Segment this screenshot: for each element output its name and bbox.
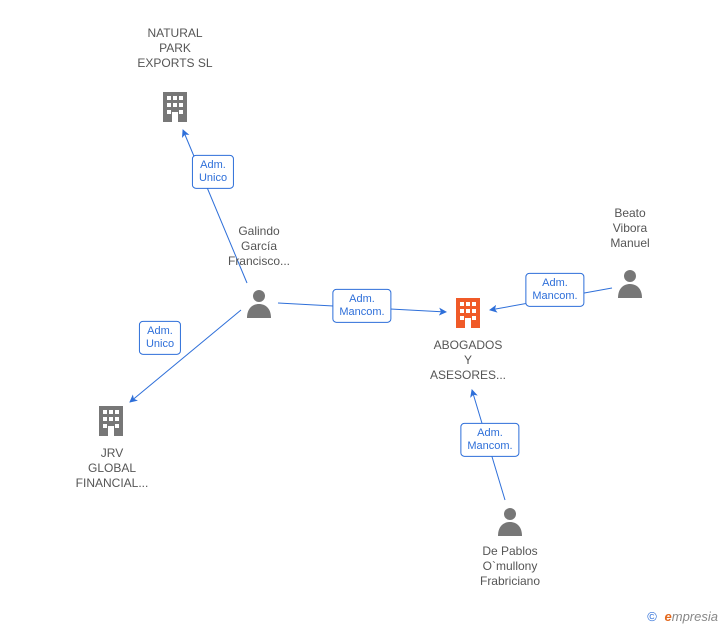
- copyright-symbol: ©: [647, 609, 657, 624]
- brand-e: e: [665, 609, 672, 624]
- edge-label: Adm. Unico: [192, 155, 234, 189]
- node-label: De Pablos O`mullony Frabriciano: [455, 544, 565, 589]
- building-icon: [453, 296, 483, 330]
- node-label: ABOGADOS Y ASESORES...: [413, 338, 523, 383]
- person-icon: [245, 288, 273, 318]
- node-label: NATURAL PARK EXPORTS SL: [130, 26, 220, 71]
- edge-label: Adm. Mancom.: [332, 289, 391, 323]
- edge-label: Adm. Mancom.: [525, 273, 584, 307]
- person-icon: [496, 506, 524, 536]
- edge-label: Adm. Mancom.: [460, 423, 519, 457]
- node-label: JRV GLOBAL FINANCIAL...: [62, 446, 162, 491]
- footer-attribution: © empresia: [647, 609, 718, 624]
- person-icon: [616, 268, 644, 298]
- brand-rest: mpresia: [672, 609, 718, 624]
- node-label: Beato Vibora Manuel: [590, 206, 670, 251]
- edge-label: Adm. Unico: [139, 321, 181, 355]
- node-label: Galindo García Francisco...: [204, 224, 314, 269]
- building-icon: [96, 404, 126, 438]
- building-icon: [160, 90, 190, 124]
